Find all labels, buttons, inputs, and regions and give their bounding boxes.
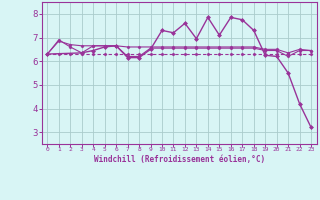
- X-axis label: Windchill (Refroidissement éolien,°C): Windchill (Refroidissement éolien,°C): [94, 155, 265, 164]
